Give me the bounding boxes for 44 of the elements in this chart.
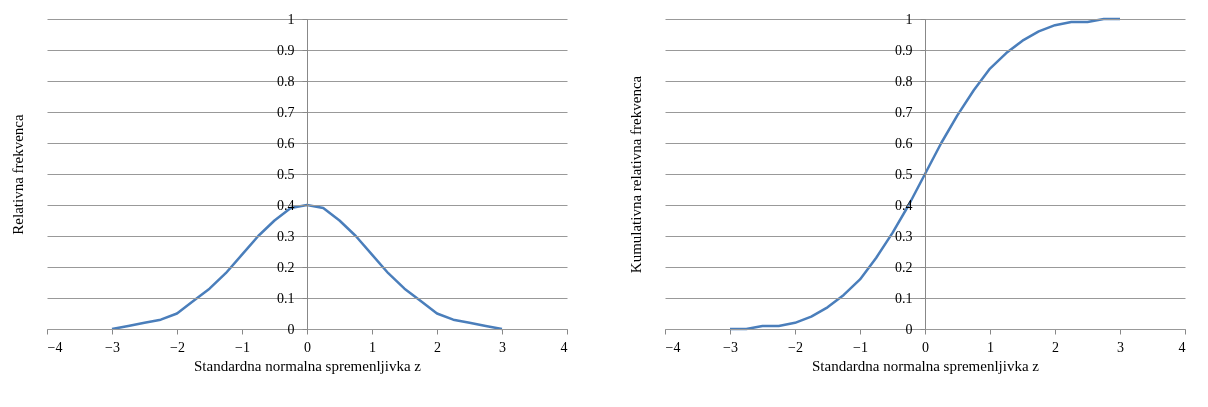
y-tick-label: 1 [905,11,913,27]
y-tick-label: 0.7 [277,104,295,120]
y-tick-label: 0.8 [277,73,295,89]
y-axis-title: Relativna frekvenca [9,113,26,235]
y-tick-label: 0.8 [895,73,913,89]
x-tick-label: −2 [170,339,185,355]
y-tick-label: 0 [287,321,295,337]
y-tick-label: 0.5 [277,166,295,182]
y-tick-label: 0.4 [895,197,913,213]
y-tick-label: 0.1 [277,290,295,306]
y-tick-label: 0.7 [895,104,913,120]
y-tick-label: 0.1 [895,290,913,306]
x-tick-label: 3 [1117,339,1124,355]
y-tick-label: 0.4 [277,197,295,213]
y-tick-label: 0.6 [277,135,295,151]
x-tick-label: −1 [235,339,250,355]
x-tick-label: −4 [665,339,681,355]
y-tick-label: 0.9 [277,42,295,58]
x-tick-label: 3 [499,339,506,355]
x-tick-label: 0 [304,339,311,355]
x-tick-label: −3 [723,339,738,355]
x-axis-title: Standardna normalna spremenljivka z [193,357,422,374]
y-tick-label: 0.2 [895,259,913,275]
x-tick-label: 4 [1178,339,1186,355]
y-tick-label: 1 [287,11,295,27]
x-tick-label: 1 [987,339,994,355]
x-tick-label: 2 [434,339,441,355]
y-tick-label: 0.9 [895,42,913,58]
x-tick-label: 1 [369,339,376,355]
y-tick-label: 0.6 [895,135,913,151]
y-tick-label: 0.3 [277,228,295,244]
y-axis-title: Kumulativna relativna frekvenca [627,75,644,274]
y-tick-label: 0 [905,321,913,337]
x-tick-label: −1 [853,339,868,355]
y-tick-label: 0.2 [277,259,295,275]
x-tick-label: −3 [105,339,120,355]
x-axis-title: Standardna normalna spremenljivka z [811,357,1040,374]
x-tick-label: −4 [47,339,63,355]
x-tick-label: 4 [560,339,568,355]
x-tick-label: 0 [922,339,929,355]
x-tick-label: 2 [1052,339,1059,355]
y-tick-label: 0.3 [895,228,913,244]
x-tick-label: −2 [788,339,803,355]
y-tick-label: 0.5 [895,166,913,182]
